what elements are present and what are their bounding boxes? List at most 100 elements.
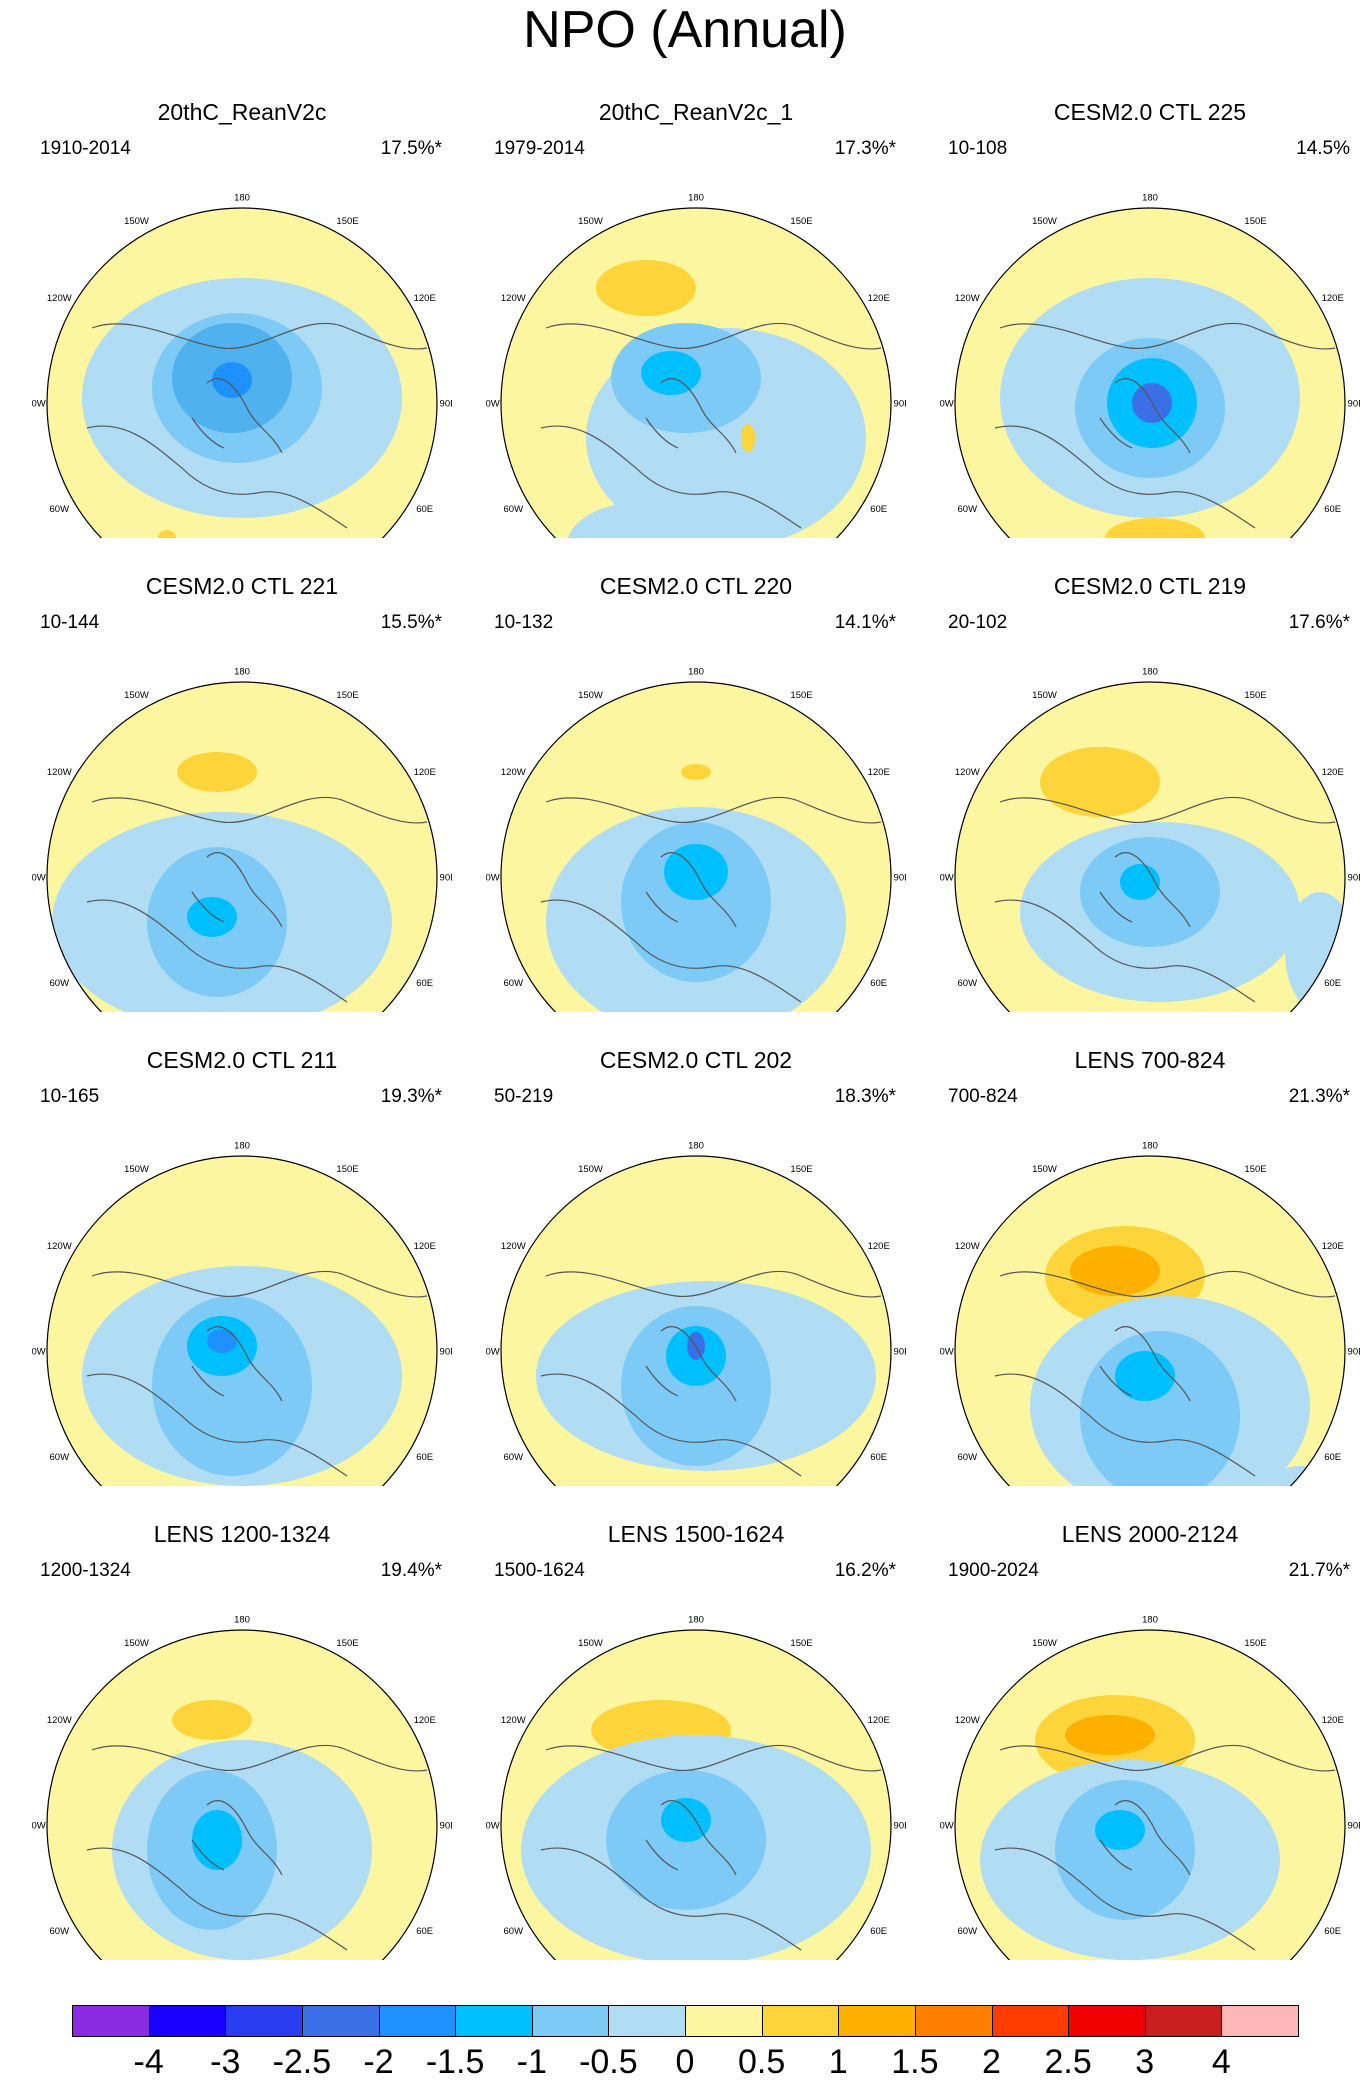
- longitude-label: 180: [688, 1141, 704, 1152]
- longitude-label: 120W: [955, 1715, 980, 1726]
- map-panel: 180150E120E90E60E30E030W60W90W120W150WCE…: [940, 98, 1360, 538]
- polar-map: 180150E120E90E60E30E030W60W90W120W150W: [32, 667, 452, 1012]
- map-panel: 180150E120E90E60E30E030W60W90W120W150WLE…: [940, 1520, 1360, 1960]
- coastline: [994, 1270, 1336, 1477]
- panel-title: CESM2.0 CTL 220: [599, 573, 793, 599]
- longitude-label: 120E: [414, 1241, 436, 1252]
- longitude-label: 90W: [32, 1821, 46, 1832]
- longitude-label: 90W: [32, 1347, 46, 1358]
- longitude-label: 60E: [416, 978, 433, 989]
- colorbar-label: 0.5: [737, 2043, 786, 2081]
- colorbar-cell: [72, 2005, 150, 2037]
- polar-map: 180150E120E90E60E30E030W60W90W120W150W: [940, 1615, 1360, 1960]
- panel-years: 1979-2014: [494, 138, 585, 159]
- panel-variance-percent: 15.5%*: [380, 612, 442, 633]
- longitude-label: 150W: [1032, 1638, 1057, 1649]
- polar-map: 180150E120E90E60E30E030W60W90W120W150W: [486, 667, 906, 1012]
- longitude-label: 90E: [894, 1821, 906, 1832]
- map-boundary: [46, 207, 438, 538]
- longitude-label: 180: [1142, 1615, 1158, 1626]
- map-boundary: [46, 1629, 438, 1960]
- negative-anomaly-contour: [1095, 1810, 1145, 1850]
- polar-map: 180150E120E90E60E30E030W60W90W120W150W: [486, 193, 906, 538]
- negative-anomaly-contour: [1120, 864, 1160, 900]
- map-boundary: [954, 1629, 1346, 1960]
- longitude-label: 150W: [578, 216, 603, 227]
- map-panel: 180150E120E90E60E30E030W60W90W120W150W20…: [486, 98, 906, 538]
- longitude-label: 120E: [414, 1715, 436, 1726]
- panel-variance-percent: 18.3%*: [834, 1086, 896, 1107]
- colorbar-label: 1.5: [891, 2043, 939, 2081]
- colorbar-label: 4: [1211, 2043, 1231, 2081]
- colorbar-cell: [914, 2005, 993, 2037]
- colorbar-label: -2: [363, 2043, 394, 2081]
- longitude-label: 180: [688, 667, 704, 678]
- panel-years: 10-165: [40, 1086, 100, 1107]
- colorbar-cell: [685, 2005, 763, 2037]
- longitude-label: 90E: [1348, 1347, 1360, 1358]
- map-boundary: [500, 1155, 892, 1486]
- longitude-label: 90W: [940, 1347, 954, 1358]
- longitude-label: 60W: [504, 504, 524, 515]
- longitude-label: 120W: [47, 1715, 72, 1726]
- coastline: [86, 1744, 428, 1951]
- longitude-label: 90E: [894, 1347, 906, 1358]
- panel-years: 50-219: [494, 1086, 554, 1107]
- longitude-label: 60W: [958, 1452, 978, 1463]
- colorbar-label: -1.5: [425, 2043, 485, 2081]
- longitude-label: 90W: [486, 399, 500, 410]
- panel-variance-percent: 17.6%*: [1288, 612, 1350, 633]
- longitude-label: 60W: [504, 978, 524, 989]
- colorbar-cell: [531, 2005, 610, 2037]
- map-panel: 180150E120E90E60E30E030W60W90W120W150WCE…: [32, 1046, 452, 1486]
- coastline: [540, 1744, 882, 1951]
- longitude-label: 150E: [1244, 690, 1266, 701]
- map-panel: 180150E120E90E60E30E030W60W90W120W150WLE…: [486, 1520, 906, 1960]
- longitude-label: 150W: [578, 690, 603, 701]
- longitude-label: 90E: [440, 1347, 452, 1358]
- longitude-label: 60W: [50, 1926, 70, 1937]
- longitude-label: 150W: [124, 1164, 149, 1175]
- longitude-label: 120W: [955, 767, 980, 778]
- longitude-label: 150W: [578, 1164, 603, 1175]
- longitude-label: 90W: [32, 399, 46, 410]
- longitude-label: 60E: [416, 1926, 433, 1937]
- negative-anomaly-contour: [621, 822, 771, 982]
- longitude-label: 90E: [440, 399, 452, 410]
- panel-variance-percent: 17.3%*: [834, 138, 896, 159]
- longitude-label: 150E: [790, 690, 812, 701]
- colorbar-cell: [378, 2005, 457, 2037]
- panel-years: 1500-1624: [494, 1560, 585, 1581]
- longitude-label: 60W: [504, 1452, 524, 1463]
- polar-map: 180150E120E90E60E30E030W60W90W120W150W: [32, 193, 452, 538]
- colorbar-cell: [148, 2005, 227, 2037]
- longitude-label: 120W: [501, 767, 526, 778]
- coastline: [540, 796, 882, 1003]
- panel-variance-percent: 19.3%*: [380, 1086, 442, 1107]
- longitude-label: 90W: [940, 1821, 954, 1832]
- map-panel: 180150E120E90E60E30E030W60W90W120W150WLE…: [32, 1520, 452, 1960]
- longitude-label: 150W: [1032, 690, 1057, 701]
- panel-title: 20thC_ReanV2c_1: [598, 99, 794, 125]
- negative-anomaly-contour: [212, 362, 252, 398]
- panel-title: CESM2.0 CTL 211: [146, 1047, 338, 1073]
- longitude-label: 120W: [501, 1241, 526, 1252]
- longitude-label: 150E: [1244, 1164, 1266, 1175]
- panel-years: 700-824: [948, 1086, 1018, 1107]
- longitude-label: 180: [234, 1141, 250, 1152]
- map-boundary: [954, 1155, 1346, 1486]
- negative-anomaly-contour: [1115, 1351, 1175, 1401]
- longitude-label: 60W: [958, 504, 978, 515]
- longitude-label: 60W: [50, 1452, 70, 1463]
- map-boundary: [46, 1155, 438, 1486]
- positive-anomaly-contour: [1040, 747, 1160, 817]
- map-boundary: [500, 207, 892, 538]
- longitude-label: 120W: [47, 1241, 72, 1252]
- panel-years: 20-102: [948, 612, 1008, 633]
- longitude-label: 90E: [1348, 1821, 1360, 1832]
- colorbar-label: 3: [1135, 2043, 1155, 2081]
- longitude-label: 90W: [486, 1821, 500, 1832]
- polar-map: 180150E120E90E60E30E030W60W90W120W150W: [486, 1615, 906, 1960]
- panel-years: 1910-2014: [40, 138, 131, 159]
- longitude-label: 150E: [790, 1164, 812, 1175]
